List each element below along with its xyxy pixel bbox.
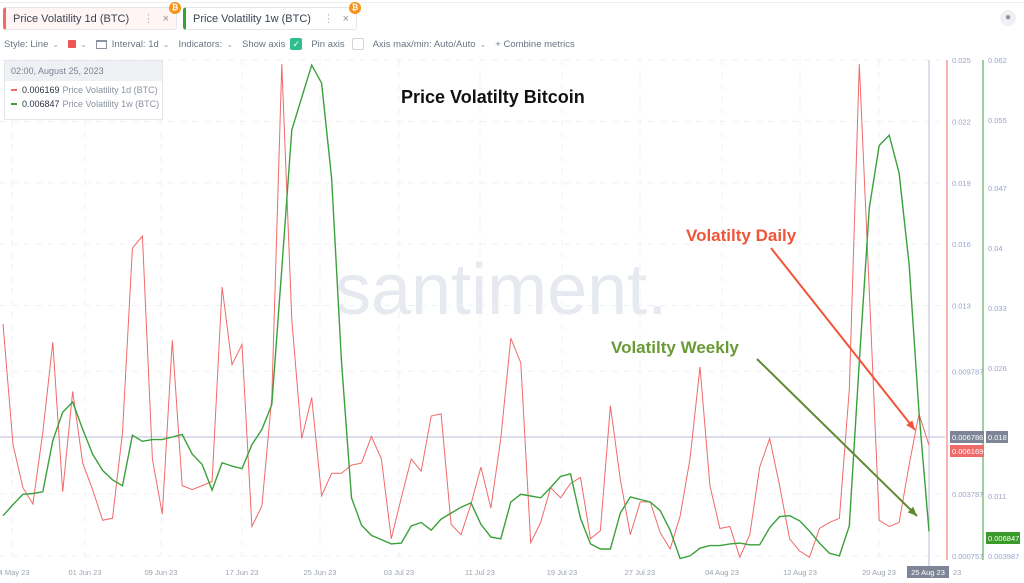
more-options-icon[interactable]: ⋮ <box>143 13 154 25</box>
x-tick-label: 17 Jun 23 <box>226 568 259 577</box>
legend-value: 0.006169 <box>22 85 60 95</box>
axis-range-label: Axis max/min: Auto/Auto <box>372 38 476 50</box>
arrow-weekly-head-icon <box>907 506 917 516</box>
series-color-marker <box>11 103 17 105</box>
y-tick-label-weekly: 0.062 <box>988 56 1007 65</box>
series-line-daily <box>2 64 930 559</box>
crosshair-value-weekly: 0.018 <box>988 433 1007 442</box>
annotation-daily: Volatilty Daily <box>686 226 797 245</box>
chevron-down-icon: ⌄ <box>479 39 487 49</box>
color-dropdown[interactable]: ⌄ <box>68 40 87 49</box>
style-dropdown[interactable]: Style: Line ⌄ <box>4 39 59 50</box>
y-tick-label-daily: 0.019 <box>952 179 971 188</box>
arrow-daily <box>770 247 916 431</box>
y-tick-label-weekly: 0.033 <box>988 304 1007 313</box>
x-tick-label: 23 <box>953 568 961 577</box>
tab-label: Price Volatility 1d (BTC) <box>13 12 130 25</box>
legend-label: Price Volatility 1w (BTC) <box>62 99 160 109</box>
pin-axis-toggle[interactable]: Pin axis <box>311 38 364 50</box>
calendar-icon <box>95 39 107 49</box>
x-tick-label: 11 Jul 23 <box>465 568 495 577</box>
annotation-weekly: Volatilty Weekly <box>611 338 739 357</box>
x-tick-label: 25 Jun 23 <box>304 568 337 577</box>
bitcoin-badge-icon: ₿ <box>349 2 361 14</box>
tooltip-date: 02:00, August 25, 2023 <box>5 61 162 81</box>
arrow-daily-head-icon <box>906 420 915 430</box>
y-tick-label-weekly: 0.055 <box>988 116 1007 125</box>
show-axis-label: Show axis <box>242 38 286 50</box>
crosshair-value-weekly-badge <box>986 431 1008 443</box>
show-axis-toggle[interactable]: Show axis ✓ <box>242 38 303 50</box>
current-value-daily: 0.006169 <box>952 447 983 456</box>
crosshair-value-daily-badge <box>950 431 984 443</box>
y-tick-label-weekly: 0.003987 <box>988 552 1019 561</box>
x-tick-label: 03 Jul 23 <box>384 568 414 577</box>
chevron-down-icon: ⌄ <box>80 39 87 49</box>
x-tick-label: 09 Jun 23 <box>145 568 178 577</box>
y-tick-label-weekly: 0.04 <box>988 244 1003 253</box>
top-border <box>0 0 1024 3</box>
style-label: Style: Line <box>4 38 49 50</box>
axis-range-dropdown[interactable]: Axis max/min: Auto/Auto ⌄ <box>373 39 487 50</box>
bitcoin-badge-icon: ₿ <box>169 2 181 14</box>
current-value-daily-badge <box>950 445 984 457</box>
checkbox-unchecked-icon[interactable] <box>351 38 364 50</box>
arrow-weekly <box>756 358 918 517</box>
interval-dropdown[interactable]: Interval: 1d ⌄ <box>95 38 170 50</box>
legend-item: 0.006169 Price Volatility 1d (BTC) <box>5 85 162 95</box>
combine-metrics-button[interactable]: + Combine metrics <box>495 38 575 50</box>
x-tick-label: 19 Jul 23 <box>547 568 577 577</box>
tab-price-volatility-1d[interactable]: Price Volatility 1d (BTC) ⋮ × ₿ <box>3 2 181 30</box>
tab-price-volatility-1w[interactable]: Price Volatility 1w (BTC) ⋮ × ₿ <box>183 2 361 30</box>
checkbox-checked-icon[interactable]: ✓ <box>290 38 303 50</box>
y-tick-label-daily: 0.003787 <box>952 490 983 499</box>
x-tick-label: 20 Aug 23 <box>862 568 896 577</box>
color-swatch <box>68 40 77 48</box>
y-tick-label-daily: 0.022 <box>952 117 971 126</box>
indicators-dropdown[interactable]: Indicators: ⌄ <box>178 39 233 50</box>
x-tick-label: 01 Jun 23 <box>69 568 102 577</box>
x-tick-label: 27 Jul 23 <box>625 568 655 577</box>
chevron-down-icon: ⌄ <box>226 39 234 49</box>
close-icon[interactable]: × <box>162 12 169 25</box>
y-tick-label-weekly: 0.026 <box>988 364 1007 373</box>
y-tick-label-daily: 0.000757 <box>952 552 983 561</box>
y-tick-label-daily: 0.016 <box>952 240 971 249</box>
toolbar: Style: Line ⌄ ⌄ Interval: 1d ⌄ Indicators:… <box>4 37 584 51</box>
legend-label: Price Volatility 1d (BTC) <box>62 85 158 95</box>
current-value-weekly-badge <box>986 532 1020 544</box>
close-icon[interactable]: × <box>342 12 349 25</box>
series-line-weekly <box>2 63 930 560</box>
chart-tooltip-legend: 02:00, August 25, 2023 0.006169 Price Vol… <box>4 60 163 120</box>
crosshair-value-daily: 0.006786 <box>952 433 983 442</box>
x-tick-label: 24 May 23 <box>0 568 30 577</box>
x-tick-label: 12 Aug 23 <box>783 568 817 577</box>
x-crosshair-label: 25 Aug 23 <box>911 568 945 577</box>
y-tick-label-weekly: 0.011 <box>988 492 1006 501</box>
interval-label: Interval: 1d <box>111 38 159 50</box>
legend-item: 0.006847 Price Volatility 1w (BTC) <box>5 99 162 109</box>
series-color-marker <box>11 89 17 91</box>
current-value-weekly: 0.006847 <box>988 534 1019 543</box>
chart-title: Price Volatilty Bitcoin <box>401 87 585 107</box>
tab-label: Price Volatility 1w (BTC) <box>193 12 311 25</box>
more-options-icon[interactable]: ⋮ <box>323 13 334 25</box>
x-crosshair-badge <box>907 566 949 578</box>
y-tick-label-daily: 0.009787 <box>952 367 983 376</box>
chevron-down-icon: ⌄ <box>162 39 170 49</box>
indicators-label: Indicators: <box>178 38 223 50</box>
santiment-watermark: santiment. <box>335 250 667 330</box>
legend-value: 0.006847 <box>22 99 60 109</box>
pin-axis-label: Pin axis <box>311 38 345 50</box>
y-tick-label-daily: 0.025 <box>952 56 971 65</box>
chevron-down-icon: ⌄ <box>52 39 60 49</box>
x-tick-label: 04 Aug 23 <box>705 568 739 577</box>
y-tick-label-daily: 0.013 <box>952 302 971 311</box>
y-tick-label-weekly: 0.047 <box>988 184 1007 193</box>
settings-icon[interactable]: ● <box>1000 10 1016 26</box>
